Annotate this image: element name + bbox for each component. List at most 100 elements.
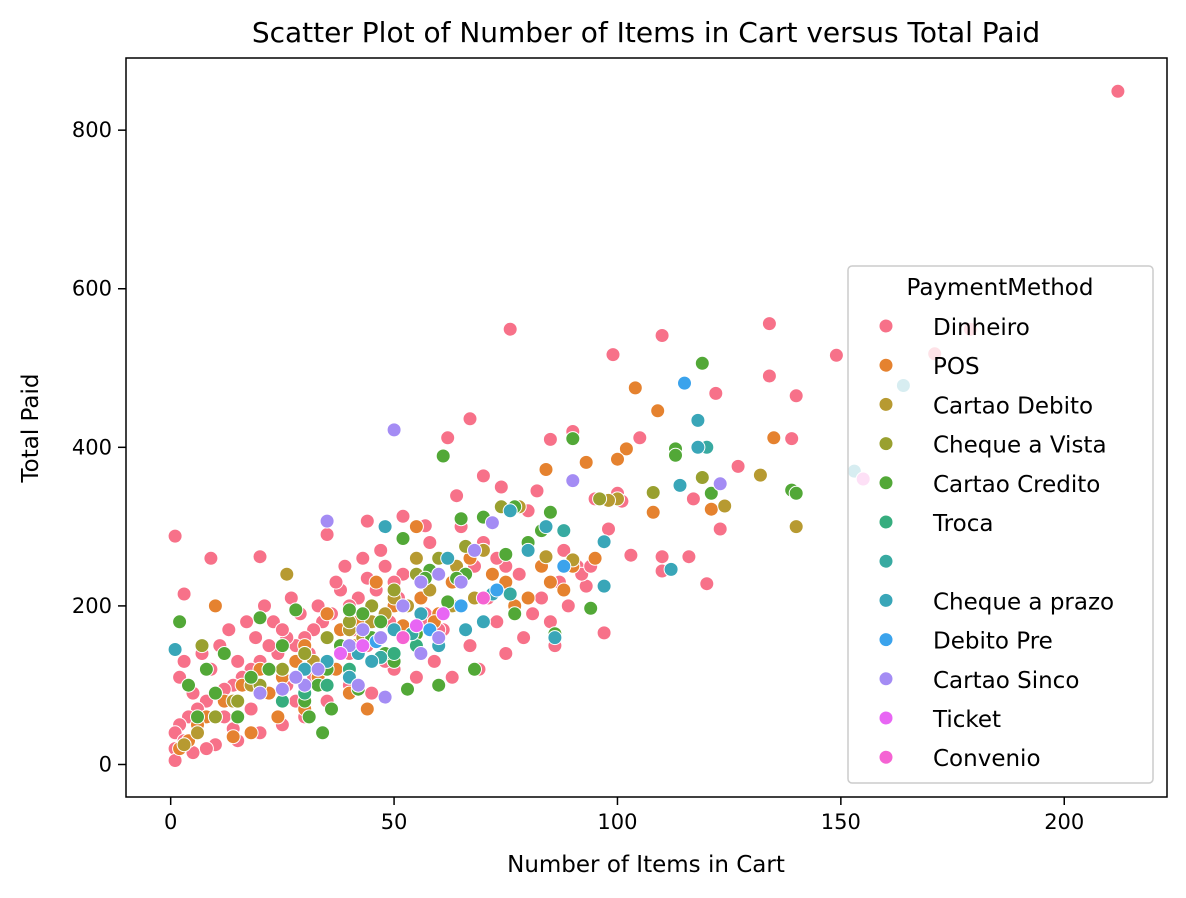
data-point — [520, 542, 536, 558]
data-point — [703, 501, 719, 517]
legend: PaymentMethod Dinheiro POS Cartao Debito Ch… — [847, 265, 1154, 784]
data-point — [319, 513, 335, 529]
data-point — [243, 669, 259, 685]
data-point — [274, 638, 290, 654]
data-point — [261, 638, 277, 654]
legend-marker — [878, 396, 894, 412]
data-point — [583, 600, 599, 616]
legend-marker — [878, 632, 894, 648]
data-point — [556, 582, 572, 598]
data-point — [252, 685, 268, 701]
legend-marker — [878, 318, 894, 334]
data-point — [534, 590, 549, 606]
data-point — [207, 685, 223, 701]
data-point — [601, 521, 616, 537]
data-point — [542, 504, 558, 520]
data-point — [578, 454, 594, 470]
data-point — [377, 519, 393, 535]
data-point — [784, 431, 800, 447]
data-point — [498, 546, 514, 562]
data-point — [230, 709, 246, 725]
data-point — [475, 590, 491, 606]
data-point — [525, 606, 541, 622]
data-point — [431, 630, 447, 646]
data-point — [216, 646, 232, 661]
data-point — [449, 488, 465, 504]
data-point — [207, 598, 223, 614]
legend-label: Cartao Debito — [933, 393, 1093, 419]
data-point — [565, 473, 581, 489]
data-point — [395, 531, 411, 546]
legend-marker — [878, 749, 894, 765]
chart-title: Scatter Plot of Number of Items in Cart … — [252, 16, 1040, 49]
legend-label: Cheque a prazo — [933, 589, 1114, 615]
x-axis-label: Number of Items in Cart — [507, 852, 785, 878]
data-point — [766, 430, 782, 446]
data-point — [654, 549, 670, 565]
x-tick-label: 150 — [821, 810, 861, 834]
data-point — [274, 661, 290, 677]
data-point — [752, 467, 768, 483]
data-point — [516, 630, 532, 646]
y-tick-label: 0 — [99, 752, 112, 776]
data-point — [395, 630, 411, 646]
data-point — [560, 598, 576, 614]
data-point — [364, 653, 380, 669]
data-point — [511, 566, 527, 582]
data-point — [243, 725, 259, 741]
data-point — [556, 558, 572, 574]
data-point — [198, 741, 214, 757]
data-point — [489, 582, 505, 598]
data-point — [190, 709, 205, 725]
data-point — [172, 614, 188, 630]
data-point — [717, 498, 733, 514]
data-point — [529, 483, 545, 499]
x-tick-label: 100 — [597, 810, 637, 834]
data-point — [337, 558, 353, 574]
data-point — [355, 638, 371, 654]
data-point — [668, 447, 683, 463]
data-point — [377, 558, 393, 574]
legend-marker — [878, 357, 894, 373]
data-point — [761, 316, 777, 332]
data-point — [761, 368, 777, 384]
x-axis: 0 50 100 150 200 — [164, 797, 1084, 834]
data-point — [373, 614, 389, 630]
data-point — [440, 550, 456, 566]
x-tick-label: 50 — [381, 810, 408, 834]
data-point — [413, 574, 429, 590]
legend-label: Ticket — [932, 707, 1001, 733]
data-point — [462, 638, 478, 654]
data-point — [489, 614, 505, 630]
data-point — [632, 430, 648, 446]
legend-marker — [878, 671, 894, 687]
data-point — [324, 701, 339, 717]
legend-marker — [878, 710, 894, 726]
data-point — [408, 618, 424, 634]
y-axis: 0 200 400 600 800 — [72, 118, 126, 776]
data-point — [467, 661, 482, 677]
data-point — [730, 458, 746, 474]
data-points — [167, 83, 1126, 768]
data-point — [400, 681, 415, 697]
data-point — [408, 669, 424, 685]
data-point — [239, 614, 255, 630]
data-point — [703, 485, 719, 501]
legend-box — [847, 265, 1154, 784]
data-point — [274, 622, 290, 638]
data-point — [645, 504, 661, 520]
data-point — [270, 709, 286, 725]
data-point — [221, 622, 237, 638]
data-point — [453, 598, 469, 614]
data-point — [167, 642, 183, 657]
legend-marker — [878, 553, 894, 569]
data-point — [592, 491, 608, 507]
data-point — [230, 693, 246, 709]
data-point — [364, 685, 380, 701]
legend-label: Troca — [932, 511, 993, 537]
data-point — [645, 485, 661, 500]
data-point — [538, 519, 554, 535]
data-point — [386, 646, 402, 661]
data-point — [610, 451, 625, 467]
